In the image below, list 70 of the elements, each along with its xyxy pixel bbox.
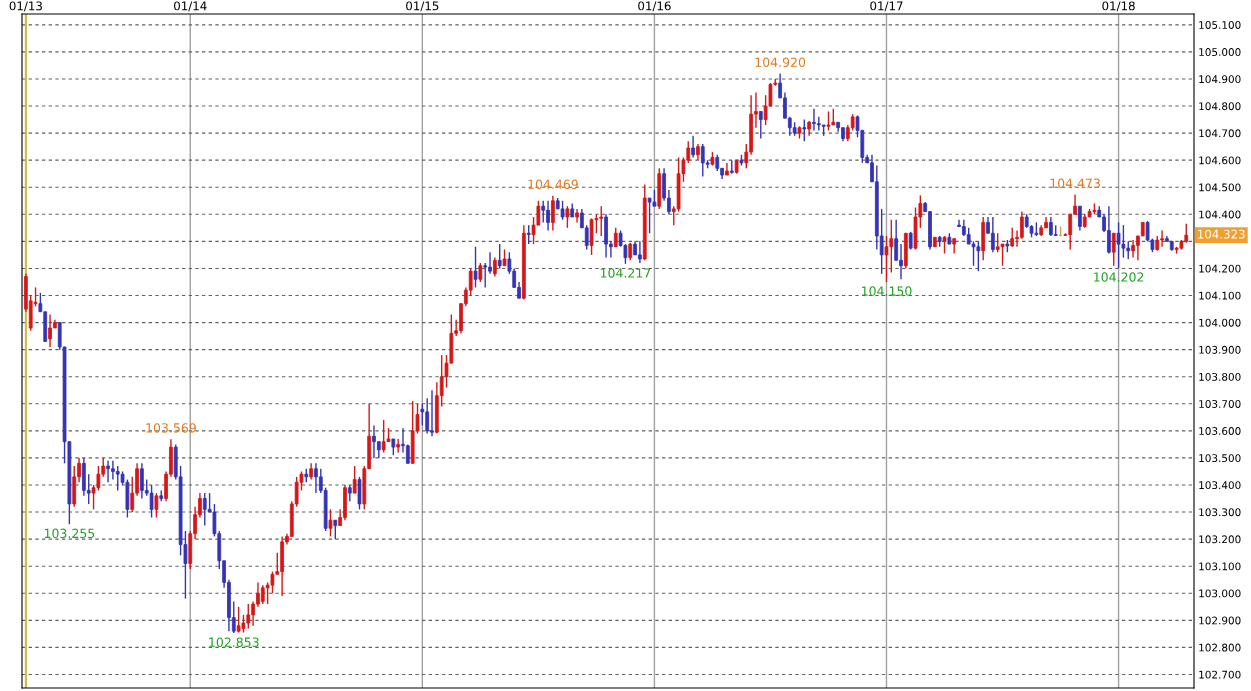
- y-tick-label: 104.500: [1199, 183, 1241, 192]
- candlestick: [613, 227, 618, 248]
- annotation: 104.323: [1198, 229, 1245, 239]
- candlestick: [149, 484, 154, 519]
- y-tick-label: 104.100: [1199, 291, 1241, 300]
- candlestick: [1111, 232, 1116, 267]
- annotation: 104.469: [528, 179, 578, 190]
- candlestick: [270, 570, 275, 594]
- annotation: 103.255: [44, 528, 95, 539]
- candlestick: [497, 243, 502, 270]
- y-tick-label: 105.100: [1199, 21, 1241, 29]
- y-tick-label: 103.900: [1199, 345, 1241, 354]
- annotation: 104.920: [755, 57, 806, 67]
- candlestick: [560, 200, 565, 221]
- annotation: 104.217: [600, 268, 651, 278]
- y-tick-label: 103.700: [1199, 400, 1241, 408]
- annotation: 104.473: [1050, 178, 1100, 188]
- candlestick: [1000, 243, 1005, 267]
- candlestick: [526, 224, 531, 245]
- y-tick-label: 102.700: [1199, 670, 1241, 679]
- candlestick: [405, 443, 410, 465]
- y-tick-label: 103.300: [1199, 508, 1241, 517]
- y-tick-label: 103.200: [1199, 535, 1241, 544]
- candlestick: [396, 438, 401, 454]
- candlestick: [551, 194, 555, 232]
- y-tick-label: 102.900: [1199, 616, 1241, 625]
- annotation: 102.853: [209, 637, 259, 647]
- candlestick: [154, 492, 159, 519]
- candlestick: [1010, 227, 1015, 248]
- candlestick: [884, 235, 889, 283]
- y-tick-label: 103.500: [1199, 454, 1241, 463]
- annotation: 103.569: [146, 423, 196, 433]
- x-tick-label: 01/17: [870, 1, 903, 12]
- y-tick-label: 104.700: [1199, 129, 1241, 138]
- y-tick-label: 102.800: [1199, 643, 1241, 652]
- candlestick: [541, 200, 546, 224]
- candlestick: [352, 465, 357, 494]
- y-tick-label: 103.600: [1199, 427, 1241, 435]
- candlestick: [328, 508, 333, 538]
- candlestick: [894, 219, 899, 262]
- candlestick: [492, 256, 497, 278]
- y-tick-label: 103.100: [1199, 562, 1241, 571]
- candlestick: [990, 216, 995, 253]
- candlestick: [1078, 205, 1082, 232]
- y-tick-label: 103.400: [1199, 481, 1241, 490]
- x-tick-label: 01/16: [638, 1, 671, 12]
- y-tick-label: 103.000: [1199, 589, 1241, 598]
- y-tick-label: 105.000: [1199, 48, 1241, 56]
- candlestick: [826, 110, 831, 132]
- candlestick: [473, 246, 478, 289]
- y-tick-label: 104.400: [1199, 210, 1241, 219]
- y-tick-label: 103.800: [1199, 372, 1241, 381]
- y-tick-label: 104.200: [1199, 264, 1241, 273]
- candlestick: [691, 135, 695, 159]
- candlestick: [802, 118, 807, 142]
- candlestick: [478, 262, 483, 283]
- annotation: 104.150: [862, 286, 912, 296]
- annotation: 104.202: [1094, 272, 1144, 282]
- y-tick-label: 104.600: [1199, 156, 1241, 165]
- candlestick: [483, 262, 488, 289]
- y-tick-label: 104.000: [1199, 318, 1241, 327]
- candlestick: [333, 519, 338, 540]
- y-tick-label: 104.800: [1199, 102, 1241, 111]
- x-tick-label: 01/18: [1102, 1, 1135, 12]
- x-tick-label: 01/15: [406, 1, 439, 12]
- candlestick: [758, 110, 763, 140]
- x-tick-label: 01/13: [9, 1, 42, 12]
- x-tick-label: 01/14: [174, 1, 207, 12]
- y-tick-label: 104.900: [1199, 75, 1241, 84]
- candlestick: [565, 205, 570, 229]
